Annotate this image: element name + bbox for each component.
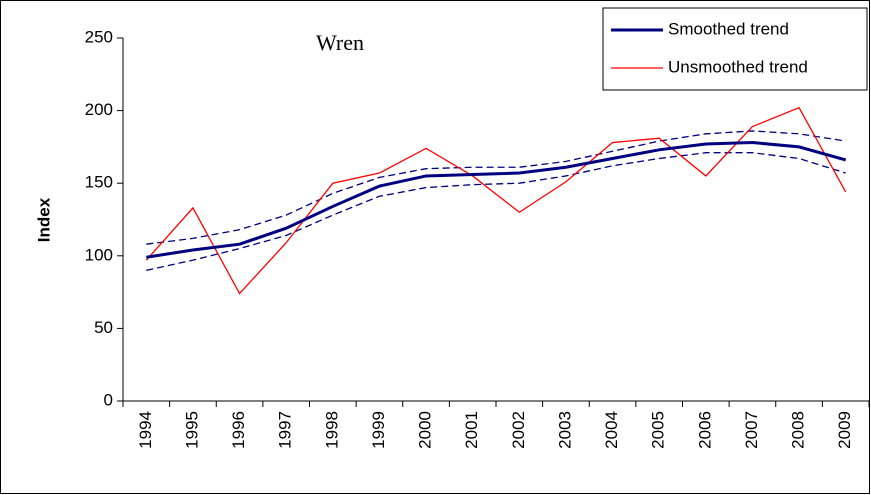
y-tick-label: 150 [85,173,113,192]
x-tick-label: 1996 [229,411,248,449]
y-tick-label: 250 [85,27,113,46]
series-line [146,152,846,271]
y-tick-label: 0 [104,390,113,409]
x-tick-label: 2002 [509,411,528,449]
series-line [146,130,846,245]
legend-box [602,7,868,91]
x-tick-label: 2004 [602,411,621,449]
y-tick-label: 100 [85,245,113,264]
x-tick-label: 2003 [555,411,574,449]
x-tick-label: 2005 [649,411,668,449]
y-tick-label: 200 [85,100,113,119]
x-tick-label: 2008 [789,411,808,449]
x-tick-label: 2000 [416,411,435,449]
x-tick-label: 2006 [695,411,714,449]
chart-title: Wren [316,30,364,55]
y-tick-label: 50 [94,318,113,337]
x-tick-label: 2001 [462,411,481,449]
series-line [145,106,847,295]
x-tick-label: 2009 [835,411,854,449]
x-tick-label: 2007 [742,411,761,449]
y-axis-label: Index [34,197,53,242]
x-tick-label: 1995 [182,411,201,449]
x-tick-label: 1999 [369,411,388,449]
x-tick-label: 1994 [136,411,155,449]
x-tick-label: 1998 [322,411,341,449]
series-line [146,141,847,259]
x-tick-label: 1997 [276,411,295,449]
legend-label: Smoothed trend [668,19,789,38]
legend-label: Unsmoothed trend [668,57,808,76]
